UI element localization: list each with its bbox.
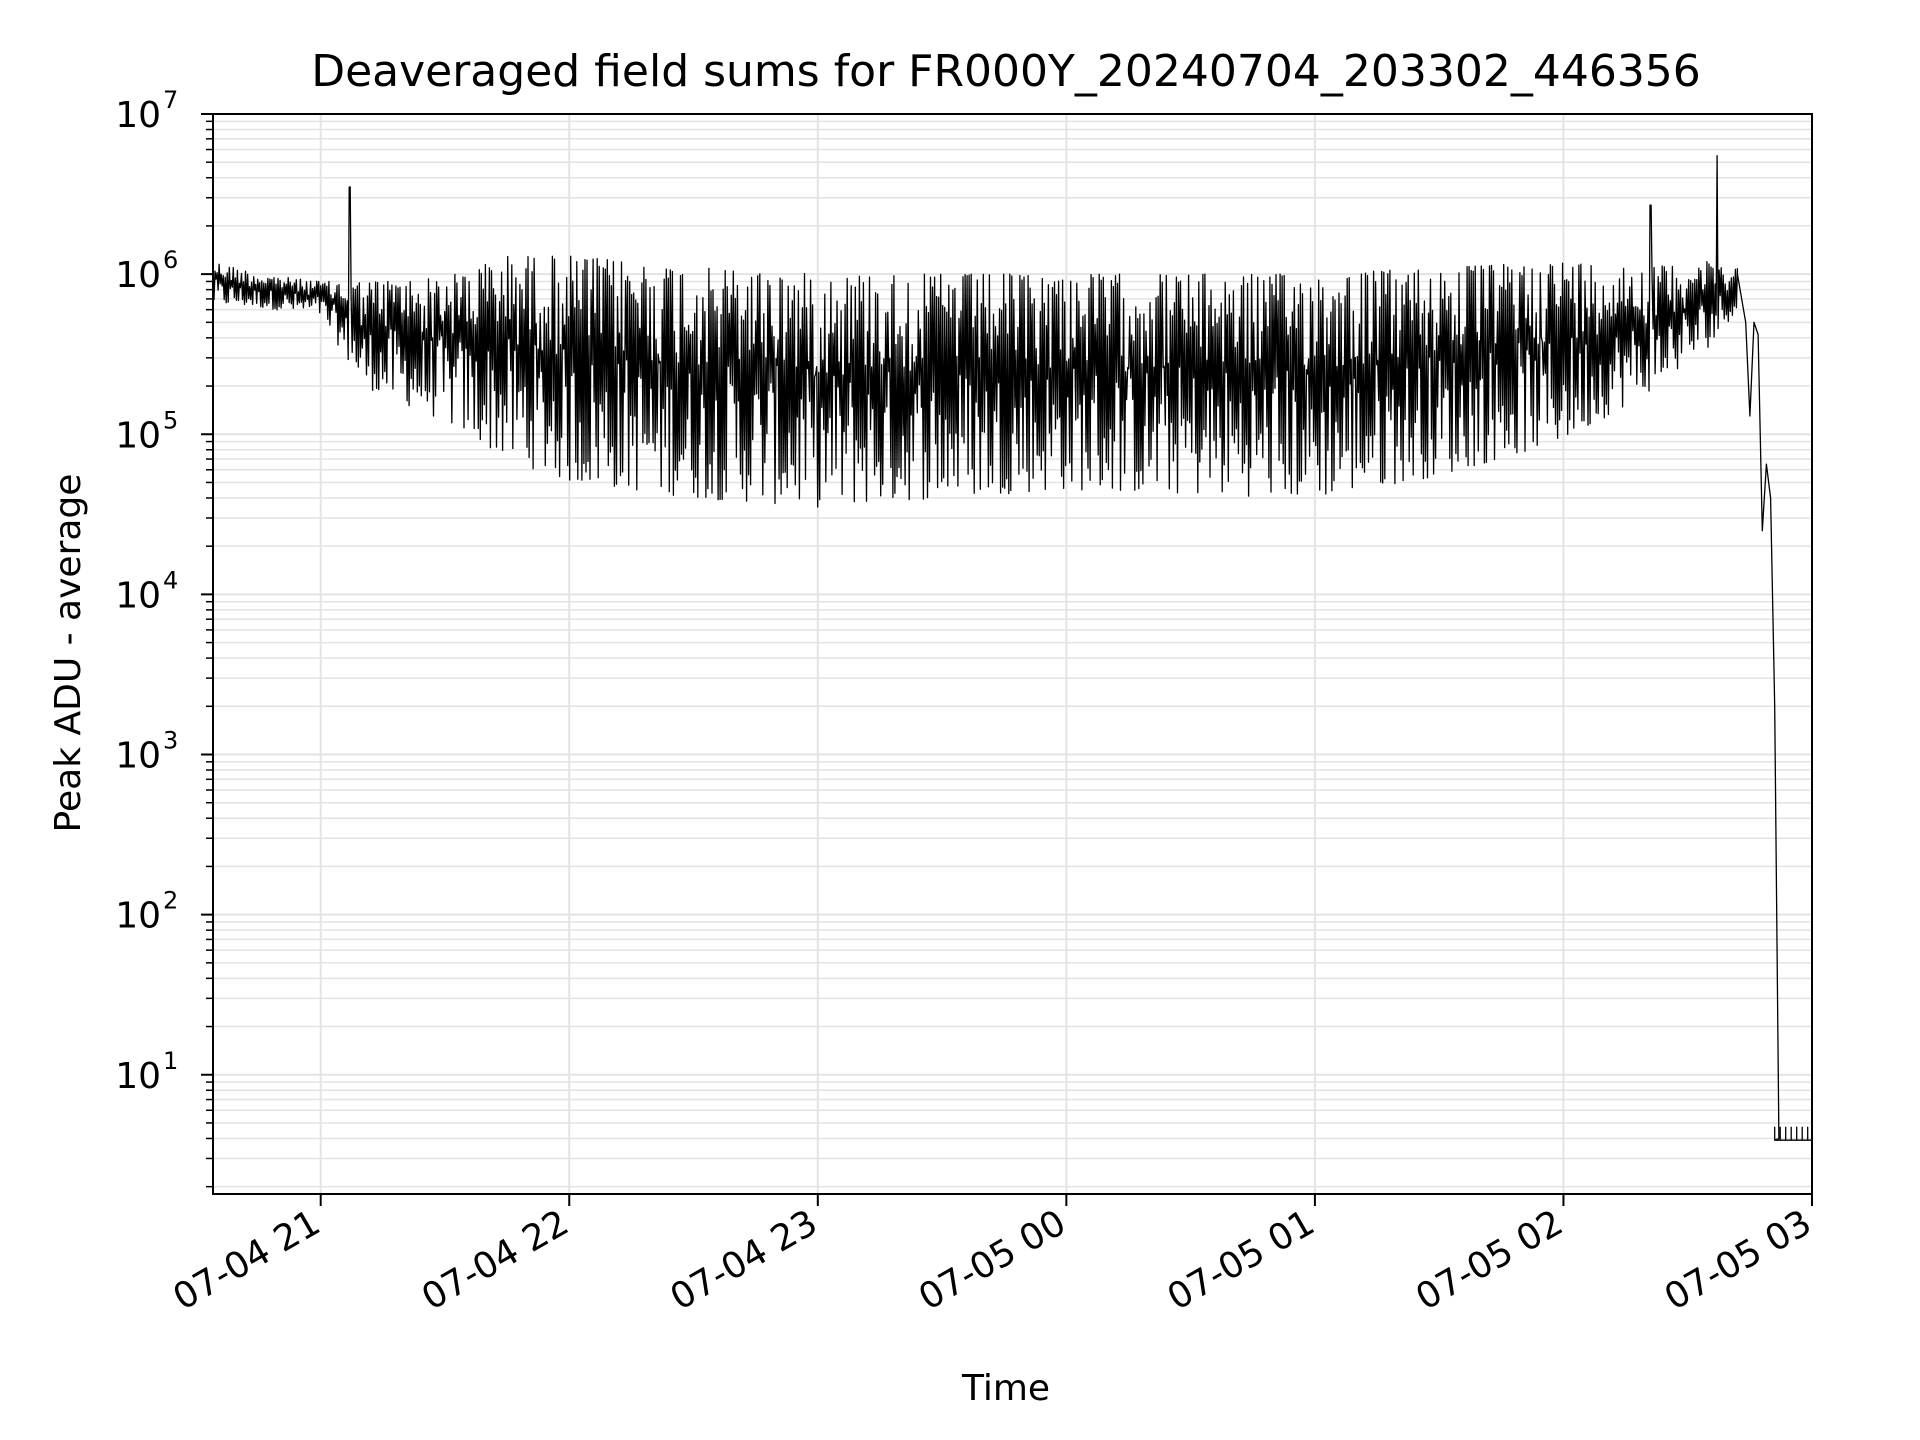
plot-frame (212, 113, 1813, 1195)
y-tick-label-exponent: 3 (163, 727, 178, 755)
y-tick-label: 10 (115, 415, 161, 456)
y-tick-label: 10 (115, 95, 161, 136)
y-tick-label-exponent: 2 (163, 887, 178, 915)
y-tick-label-exponent: 6 (163, 246, 178, 274)
y-tick-label: 10 (115, 255, 161, 296)
series-peak-adu (212, 154, 1812, 1141)
y-axis-label: Peak ADU - average (48, 474, 89, 833)
y-tick-label: 10 (115, 575, 161, 616)
x-axis-label: Time (961, 1368, 1050, 1409)
grid-lines (213, 113, 1813, 1194)
y-tick-label: 10 (115, 896, 161, 937)
y-tick-label-exponent: 4 (163, 566, 178, 594)
y-tick-label-exponent: 1 (163, 1047, 178, 1075)
y-tick-label: 10 (115, 736, 161, 777)
series-line (212, 154, 1812, 1141)
y-tick-label-exponent: 5 (163, 406, 178, 434)
y-tick-label: 10 (115, 1056, 161, 1097)
y-tick-label-exponent: 7 (163, 86, 178, 114)
chart-title: Deaveraged field sums for FR000Y_2024070… (311, 46, 1701, 97)
